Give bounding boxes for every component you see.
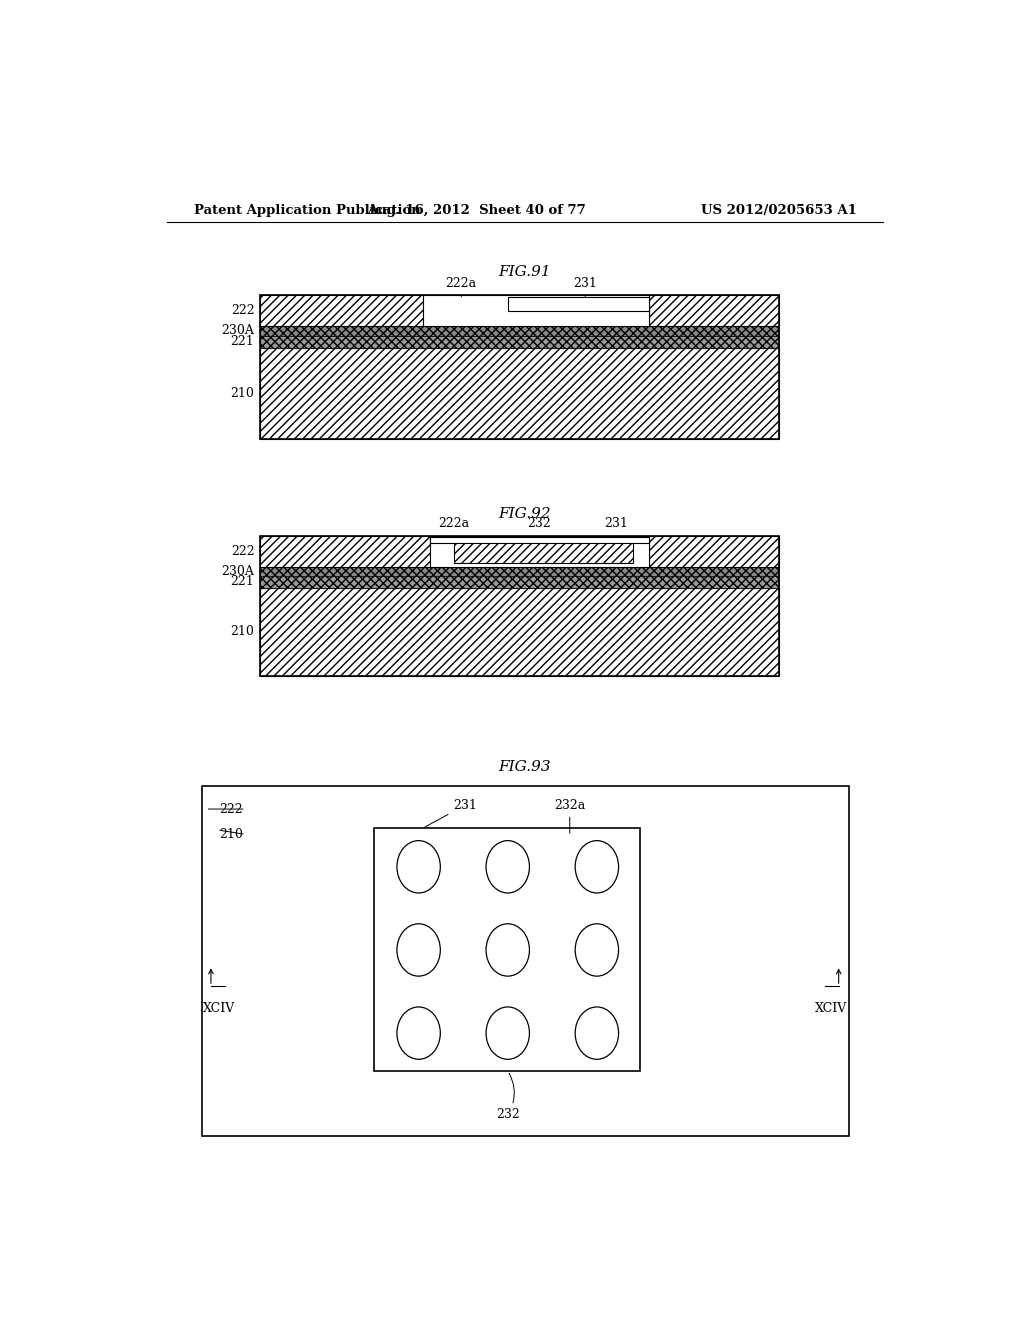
Ellipse shape [397, 841, 440, 892]
Bar [260, 326, 779, 335]
Bar [260, 335, 779, 348]
Bar [649, 296, 779, 326]
Text: FIG.92: FIG.92 [499, 507, 551, 521]
Text: FIG.91: FIG.91 [499, 265, 551, 280]
Ellipse shape [575, 841, 618, 892]
Ellipse shape [397, 1007, 440, 1059]
Bar [260, 296, 423, 326]
Text: 232: 232 [527, 517, 551, 537]
Ellipse shape [575, 924, 618, 977]
Ellipse shape [486, 1007, 529, 1059]
Text: 210: 210 [230, 626, 254, 639]
Text: US 2012/0205653 A1: US 2012/0205653 A1 [700, 205, 856, 218]
Text: 232a: 232a [554, 799, 586, 833]
Bar [260, 348, 779, 440]
Text: 230A: 230A [221, 325, 254, 338]
Bar [508, 297, 649, 312]
Text: 231: 231 [573, 277, 597, 297]
Bar [430, 537, 649, 544]
Bar [202, 785, 849, 1137]
Bar [260, 296, 779, 440]
Bar [649, 536, 779, 566]
Text: FIG.93: FIG.93 [499, 760, 551, 774]
Ellipse shape [575, 1007, 618, 1059]
Bar [454, 543, 633, 564]
Text: 231: 231 [604, 517, 628, 537]
Text: 222a: 222a [445, 277, 477, 297]
Text: Patent Application Publication: Patent Application Publication [194, 205, 421, 218]
Text: 222: 222 [219, 803, 243, 816]
Text: XCIV: XCIV [815, 1002, 847, 1015]
Bar [423, 296, 649, 326]
Ellipse shape [397, 924, 440, 977]
Text: 210: 210 [219, 828, 243, 841]
Text: 222: 222 [230, 545, 254, 557]
Text: Aug. 16, 2012  Sheet 40 of 77: Aug. 16, 2012 Sheet 40 of 77 [368, 205, 586, 218]
Bar [260, 589, 779, 676]
Bar [430, 536, 649, 566]
Text: 232: 232 [496, 1073, 519, 1121]
Text: 210: 210 [230, 387, 254, 400]
Ellipse shape [486, 924, 529, 977]
Text: 231: 231 [425, 799, 477, 826]
Bar [260, 576, 779, 589]
Bar [375, 829, 640, 1071]
Text: XCIV: XCIV [203, 1002, 234, 1015]
Bar [260, 536, 779, 676]
Text: 230A: 230A [221, 565, 254, 578]
Ellipse shape [486, 841, 529, 892]
Bar [260, 566, 779, 576]
Text: 221: 221 [230, 576, 254, 589]
Text: 221: 221 [230, 335, 254, 348]
Text: 222: 222 [230, 305, 254, 317]
Text: 222a: 222a [438, 517, 469, 537]
Bar [260, 536, 430, 566]
